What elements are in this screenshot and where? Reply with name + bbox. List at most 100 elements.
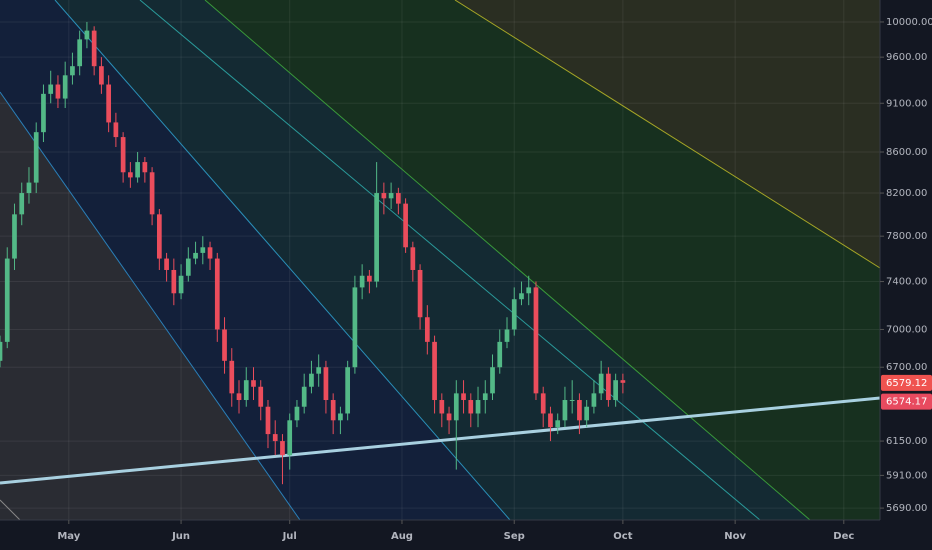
x-tick-label: Jul bbox=[282, 531, 297, 542]
x-tick-label: Jun bbox=[171, 531, 190, 542]
candle-body bbox=[403, 203, 408, 248]
candle-body bbox=[301, 386, 307, 407]
candle-body bbox=[41, 93, 46, 133]
candle-body bbox=[606, 373, 611, 401]
candle-body bbox=[316, 367, 322, 374]
candle-body bbox=[330, 400, 336, 421]
candle-body bbox=[359, 275, 365, 288]
candle-body bbox=[526, 287, 532, 294]
candle-body bbox=[446, 413, 452, 421]
channel-line bbox=[0, 91, 301, 521]
y-tick-label: 9100.00 bbox=[886, 98, 927, 109]
candle-body bbox=[410, 247, 416, 270]
candle-body bbox=[120, 137, 126, 173]
candle-body bbox=[84, 30, 90, 40]
grid bbox=[0, 0, 880, 520]
candle-body bbox=[99, 66, 104, 85]
candle-body bbox=[207, 247, 213, 259]
candle-body bbox=[562, 400, 568, 421]
price-label-box bbox=[881, 393, 932, 410]
x-tick-label: Dec bbox=[833, 531, 854, 542]
candle-body bbox=[548, 413, 553, 428]
time-axis bbox=[0, 520, 880, 550]
candle-body bbox=[374, 193, 379, 282]
candle-body bbox=[490, 367, 495, 394]
candle-body bbox=[352, 287, 358, 368]
candles bbox=[0, 21, 626, 485]
candle-body bbox=[171, 269, 177, 294]
candle-body bbox=[453, 393, 459, 421]
candle-body bbox=[55, 84, 61, 99]
channel-line bbox=[139, 0, 761, 521]
x-tick-label: Oct bbox=[613, 531, 632, 542]
candle-body bbox=[309, 373, 314, 387]
candle-body bbox=[128, 172, 133, 178]
candle-body bbox=[591, 393, 597, 407]
candle-body bbox=[251, 380, 256, 387]
candle-body bbox=[439, 400, 445, 414]
candle-body bbox=[569, 400, 575, 402]
channel-line bbox=[204, 0, 811, 521]
candle-body bbox=[106, 84, 111, 123]
candle-body bbox=[48, 84, 54, 94]
candle-body bbox=[164, 258, 169, 270]
candle-body bbox=[555, 420, 561, 428]
y-tick-label: 6150.00 bbox=[886, 436, 927, 447]
candle-body bbox=[323, 367, 329, 401]
y-tick-label: 10000.00 bbox=[886, 17, 932, 28]
candle-body bbox=[381, 193, 387, 199]
candle-body bbox=[185, 258, 191, 276]
y-tick-label: 9600.00 bbox=[886, 52, 927, 63]
candle-body bbox=[12, 214, 17, 259]
price-label: 6574.17 bbox=[886, 397, 927, 408]
candle-body bbox=[91, 30, 97, 67]
y-tick-label: 5910.00 bbox=[886, 470, 927, 481]
candle-body bbox=[229, 360, 235, 394]
price-label-box bbox=[881, 374, 932, 391]
candle-body bbox=[294, 406, 300, 421]
candle-body bbox=[62, 75, 68, 99]
y-tick-label: 5690.00 bbox=[886, 503, 927, 514]
candle-body bbox=[0, 341, 3, 361]
candle-body bbox=[620, 380, 626, 383]
candle-body bbox=[113, 122, 119, 138]
candle-body bbox=[142, 162, 148, 173]
candle-body bbox=[388, 193, 394, 199]
price-label: 6579.12 bbox=[886, 378, 927, 389]
candle-body bbox=[432, 341, 437, 401]
candle-body bbox=[338, 413, 343, 421]
candle-body bbox=[26, 182, 32, 194]
candle-body bbox=[417, 269, 423, 318]
axis-labels: 10000.00 9600.00 9100.00 8600.00 8200.00 7800… bbox=[57, 17, 932, 542]
candle-body bbox=[258, 386, 264, 407]
candle-body bbox=[519, 293, 524, 300]
y-tick-label: 7400.00 bbox=[886, 277, 927, 288]
y-tick-label: 6700.00 bbox=[886, 362, 927, 373]
candle-body bbox=[193, 252, 198, 259]
candle-body bbox=[287, 420, 293, 456]
candle-body bbox=[598, 373, 604, 394]
y-tick-label: 8200.00 bbox=[886, 188, 927, 199]
channel-line bbox=[454, 0, 881, 269]
candle-body bbox=[577, 400, 582, 421]
candle-body bbox=[511, 299, 517, 330]
candle-body bbox=[178, 275, 184, 294]
y-tick-label: 7000.00 bbox=[886, 324, 927, 335]
x-tick-label: Nov bbox=[724, 531, 746, 542]
channel-line bbox=[54, 0, 511, 521]
candle-body bbox=[345, 367, 351, 414]
candle-body bbox=[19, 193, 25, 215]
candle-body bbox=[200, 247, 206, 253]
candle-body bbox=[461, 393, 466, 401]
candle-body bbox=[424, 317, 430, 342]
candle-body bbox=[584, 406, 590, 421]
y-tick-label: 8600.00 bbox=[886, 147, 927, 158]
candle-body bbox=[33, 132, 39, 183]
x-tick-label: Aug bbox=[391, 531, 413, 542]
candle-body bbox=[280, 441, 285, 456]
trend-line bbox=[0, 499, 21, 521]
channel-lines bbox=[0, 0, 881, 521]
candle-body bbox=[156, 214, 162, 259]
x-tick-label: May bbox=[57, 531, 80, 542]
